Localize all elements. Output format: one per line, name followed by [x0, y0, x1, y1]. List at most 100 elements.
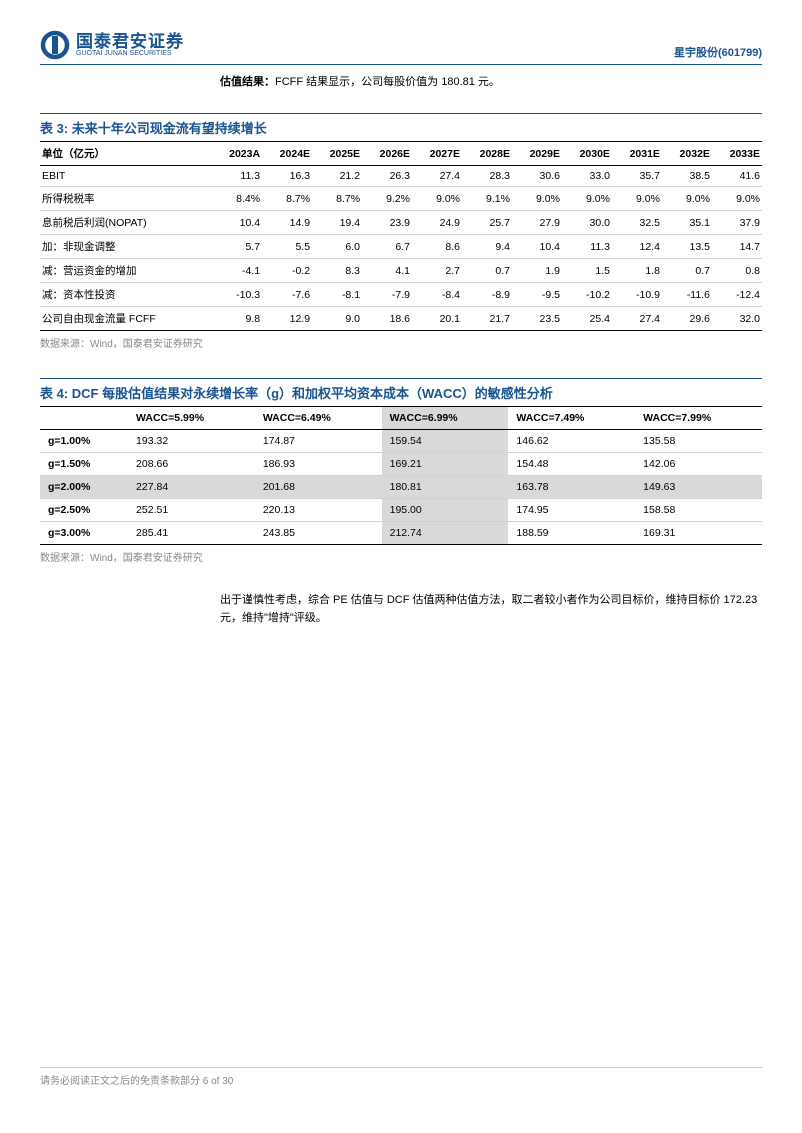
table4-cell-2-2: 201.68: [255, 476, 382, 499]
table4-cell-3-5: 158.58: [635, 499, 762, 522]
table3-cell-2-8: 30.0: [562, 211, 612, 235]
table4-row-3: g=2.50%252.51220.13195.00174.95158.58: [40, 499, 762, 522]
page-footer: 请务必阅读正文之后的免责条款部分 6 of 30: [40, 1067, 762, 1087]
table3-title: 表 3: 未来十年公司现金流有望持续增长: [40, 113, 762, 137]
table3-col-10: 2032E: [662, 142, 712, 166]
table3-cell-2-5: 24.9: [412, 211, 462, 235]
table3-cell-2-3: 19.4: [312, 211, 362, 235]
table3-cell-0-10: 38.5: [662, 166, 712, 187]
table3-cell-6-10: 29.6: [662, 307, 712, 331]
table4-cell-1-0: g=1.50%: [40, 453, 128, 476]
table3-cell-2-2: 14.9: [262, 211, 312, 235]
table3-cell-4-7: 1.9: [512, 259, 562, 283]
logo-text: 国泰君安证券 GUOTAI JUNAN SECURITIES: [76, 33, 184, 57]
conclusion-text: 出于谨慎性考虑，综合 PE 估值与 DCF 估值两种估值方法，取二者较小者作为公…: [220, 592, 762, 627]
logo-icon: [40, 30, 70, 60]
table3-col-3: 2025E: [312, 142, 362, 166]
table3-cell-3-10: 13.5: [662, 235, 712, 259]
table4-title: 表 4: DCF 每股估值结果对永续增长率（g）和加权平均资本成本（WACC）的…: [40, 378, 762, 402]
valuation-text: FCFF 结果显示，公司每股价值为 180.81 元。: [275, 76, 500, 88]
table3-cell-5-9: -10.9: [612, 283, 662, 307]
table3-cell-0-1: 11.3: [211, 166, 262, 187]
table4-cell-1-4: 154.48: [508, 453, 635, 476]
table3-cell-3-9: 12.4: [612, 235, 662, 259]
table3-cell-5-7: -9.5: [512, 283, 562, 307]
table3-header-row: 单位（亿元）2023A2024E2025E2026E2027E2028E2029…: [40, 142, 762, 166]
table3-cell-5-10: -11.6: [662, 283, 712, 307]
footer-page: 6 of 30: [203, 1076, 234, 1087]
table3-cell-5-8: -10.2: [562, 283, 612, 307]
table3-row-3: 加：非现金调整5.75.56.06.78.69.410.411.312.413.…: [40, 235, 762, 259]
table3-cell-3-11: 14.7: [712, 235, 762, 259]
table4-cell-2-4: 163.78: [508, 476, 635, 499]
table3-cell-2-1: 10.4: [211, 211, 262, 235]
table3-cell-4-5: 2.7: [412, 259, 462, 283]
table3-cell-4-11: 0.8: [712, 259, 762, 283]
table3-cell-4-10: 0.7: [662, 259, 712, 283]
table4-cell-3-0: g=2.50%: [40, 499, 128, 522]
table3-cell-2-9: 32.5: [612, 211, 662, 235]
table3-cell-6-5: 20.1: [412, 307, 462, 331]
table4-col-4: WACC=7.49%: [508, 407, 635, 430]
table3-cell-2-10: 35.1: [662, 211, 712, 235]
table4-cell-1-1: 208.66: [128, 453, 255, 476]
table3-row-0: EBIT11.316.321.226.327.428.330.633.035.7…: [40, 166, 762, 187]
table3-cell-6-11: 32.0: [712, 307, 762, 331]
table3-cell-6-2: 12.9: [262, 307, 312, 331]
table3-cell-1-1: 8.4%: [211, 187, 262, 211]
table3-cell-4-6: 0.7: [462, 259, 512, 283]
table3-cell-5-5: -8.4: [412, 283, 462, 307]
table4-header-row: WACC=5.99%WACC=6.49%WACC=6.99%WACC=7.49%…: [40, 407, 762, 430]
table3-cell-6-7: 23.5: [512, 307, 562, 331]
table3-cell-0-11: 41.6: [712, 166, 762, 187]
valuation-note: 估值结果：FCFF 结果显示，公司每股价值为 180.81 元。: [220, 73, 762, 89]
table3-cell-4-3: 8.3: [312, 259, 362, 283]
table3-cell-1-5: 9.0%: [412, 187, 462, 211]
table4-cell-2-3: 180.81: [382, 476, 509, 499]
table4-col-0: [40, 407, 128, 430]
table4-row-0: g=1.00%193.32174.87159.54146.62135.58: [40, 430, 762, 453]
table4-col-2: WACC=6.49%: [255, 407, 382, 430]
table4-col-3: WACC=6.99%: [382, 407, 509, 430]
table3-cell-6-1: 9.8: [211, 307, 262, 331]
table4-cell-1-3: 169.21: [382, 453, 509, 476]
table3-cell-1-2: 8.7%: [262, 187, 312, 211]
table3-cell-1-8: 9.0%: [562, 187, 612, 211]
table3-cell-5-4: -7.9: [362, 283, 412, 307]
table3-cell-5-0: 减：资本性投资: [40, 283, 211, 307]
table3-cell-3-5: 8.6: [412, 235, 462, 259]
table4-cell-0-4: 146.62: [508, 430, 635, 453]
table3-cell-3-8: 11.3: [562, 235, 612, 259]
table3-cell-4-8: 1.5: [562, 259, 612, 283]
table3-cell-4-9: 1.8: [612, 259, 662, 283]
table3-cell-0-9: 35.7: [612, 166, 662, 187]
table3-cell-1-9: 9.0%: [612, 187, 662, 211]
table3-cell-2-7: 27.9: [512, 211, 562, 235]
table4-cell-3-2: 220.13: [255, 499, 382, 522]
table4-row-1: g=1.50%208.66186.93169.21154.48142.06: [40, 453, 762, 476]
table3-cell-0-4: 26.3: [362, 166, 412, 187]
table3-cell-1-7: 9.0%: [512, 187, 562, 211]
table3-cell-2-11: 37.9: [712, 211, 762, 235]
table4-cell-0-2: 174.87: [255, 430, 382, 453]
table3-cell-3-0: 加：非现金调整: [40, 235, 211, 259]
table3-cell-1-0: 所得税税率: [40, 187, 211, 211]
table3-cell-4-4: 4.1: [362, 259, 412, 283]
table3-cell-3-1: 5.7: [211, 235, 262, 259]
table4-cell-3-3: 195.00: [382, 499, 509, 522]
table3-row-4: 减：营运资金的增加-4.1-0.28.34.12.70.71.91.51.80.…: [40, 259, 762, 283]
table3-col-1: 2023A: [211, 142, 262, 166]
valuation-label: 估值结果：: [220, 76, 275, 88]
table4-cell-4-3: 212.74: [382, 522, 509, 545]
table3-cell-4-2: -0.2: [262, 259, 312, 283]
table3-cell-4-1: -4.1: [211, 259, 262, 283]
table3-col-6: 2028E: [462, 142, 512, 166]
table3-cell-6-8: 25.4: [562, 307, 612, 331]
page-header: 国泰君安证券 GUOTAI JUNAN SECURITIES 星宇股份(6017…: [40, 30, 762, 65]
table4-cell-4-0: g=3.00%: [40, 522, 128, 545]
table4-cell-0-3: 159.54: [382, 430, 509, 453]
table3-row-5: 减：资本性投资-10.3-7.6-8.1-7.9-8.4-8.9-9.5-10.…: [40, 283, 762, 307]
table3-source: 数据来源：Wind，国泰君安证券研究: [40, 335, 762, 350]
table3-col-0: 单位（亿元）: [40, 142, 211, 166]
table3-cell-2-0: 息前税后利润(NOPAT): [40, 211, 211, 235]
